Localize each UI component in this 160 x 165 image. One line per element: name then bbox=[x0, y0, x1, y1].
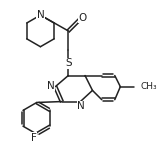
Text: O: O bbox=[78, 13, 86, 23]
Text: N: N bbox=[36, 10, 44, 20]
Text: F: F bbox=[31, 133, 37, 143]
Text: N: N bbox=[47, 81, 55, 91]
Text: N: N bbox=[77, 101, 85, 111]
Text: CH₃: CH₃ bbox=[141, 82, 157, 91]
Text: S: S bbox=[65, 58, 72, 68]
